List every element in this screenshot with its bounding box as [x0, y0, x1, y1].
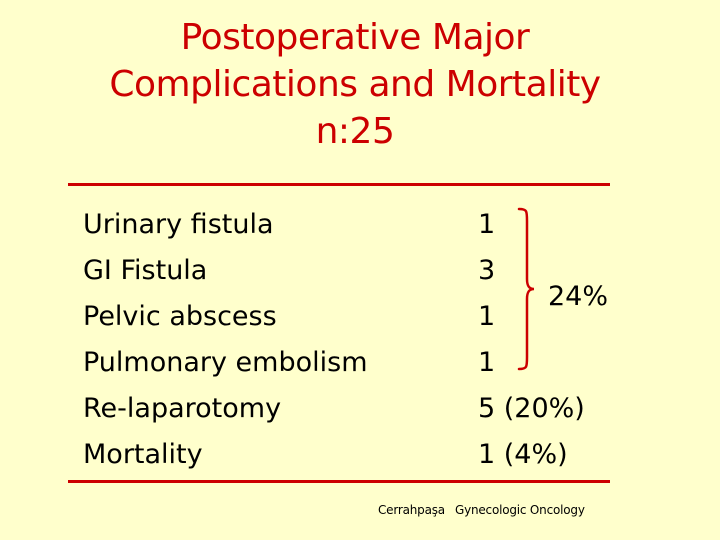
complication-label: Pelvic abscess: [83, 301, 277, 332]
slide-title-line-3: n:25: [315, 111, 395, 152]
complication-label: Re-laparotomy: [83, 393, 282, 424]
complication-value: 1: [478, 209, 496, 240]
table-row: Pulmonary embolism 1: [0, 340, 720, 386]
right-brace-icon: [517, 207, 535, 371]
footer-department: Gynecologic Oncology: [454, 503, 585, 517]
table-row: Mortality 1 (4%): [0, 432, 720, 478]
footer-institution: Cerrahpaşa: [378, 503, 445, 517]
complication-label: Mortality: [83, 439, 203, 470]
bracket-total-percent: 24%: [548, 281, 609, 312]
complication-value: 1: [478, 347, 496, 378]
table-row: Re-laparotomy 5 (20%): [0, 386, 720, 432]
complication-label: Urinary fistula: [83, 209, 274, 240]
complication-label: GI Fistula: [83, 255, 208, 286]
complication-value: 3: [478, 255, 496, 286]
top-divider: [68, 183, 610, 186]
complication-value: 5 (20%): [478, 393, 585, 424]
bottom-divider: [68, 480, 610, 483]
table-row: Urinary fistula 1: [0, 202, 720, 248]
complication-label: Pulmonary embolism: [83, 347, 368, 378]
slide-title: Postoperative Major Complications and Mo…: [0, 14, 710, 155]
table-row: GI Fistula 3: [0, 248, 720, 294]
complication-value: 1 (4%): [478, 439, 568, 470]
footer-credit: Cerrahpaşa Gynecologic Oncology: [378, 500, 585, 520]
table-row: Pelvic abscess 1: [0, 294, 720, 340]
slide-title-line-1: Postoperative Major: [180, 17, 530, 58]
complication-value: 1: [478, 301, 496, 332]
slide-title-line-2: Complications and Mortality: [109, 64, 601, 105]
